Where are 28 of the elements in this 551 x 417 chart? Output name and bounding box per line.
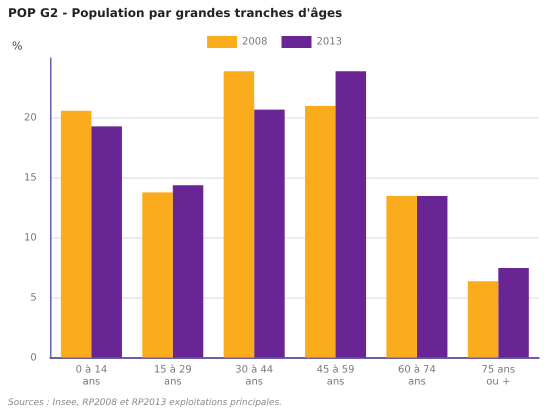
y-tick-label: 0 [30,352,37,364]
bar [498,268,529,358]
source-note: Sources : Insee, RP2008 et RP2013 exploitations principales. [8,398,282,408]
x-tick-label: 45 à 59 ans [316,364,355,388]
x-tick-label: 30 à 44 ans [235,364,274,388]
legend-label: 2013 [316,36,342,48]
bar [468,281,498,358]
bar [305,106,336,358]
y-tick-label: 5 [30,292,37,304]
bar [416,196,448,358]
x-tick-label: 0 à 14 ans [76,364,108,388]
y-tick-label: 15 [24,172,37,184]
chart-title: POP G2 - Population par grandes tranches d'âges [8,6,342,20]
y-axis-title: % [12,39,22,52]
x-tick-label: 60 à 74 ans [398,364,436,388]
bar [224,71,254,358]
bar [386,196,417,358]
bar [254,110,285,358]
y-tick-label: 20 [24,112,37,124]
x-tick-label: 15 à 29 ans [154,364,192,388]
bar [91,126,122,358]
y-tick-label: 10 [24,232,37,244]
bar [336,71,366,358]
bar [60,110,92,358]
bar [142,192,173,358]
legend-label: 2008 [242,36,268,48]
bar [172,185,204,358]
x-tick-label: 75 ans ou + [482,364,516,388]
